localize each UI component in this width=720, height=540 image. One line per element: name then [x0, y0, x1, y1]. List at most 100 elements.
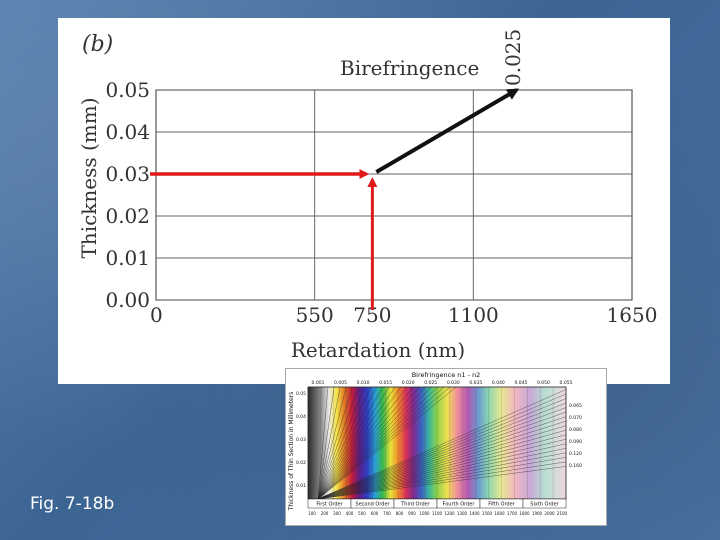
y-tick-label: 0.01	[105, 246, 150, 270]
inset-left-tick-label: 0.01	[296, 483, 306, 489]
birefringence-line	[317, 386, 432, 500]
y-axis-label: Thickness (mm)	[77, 97, 101, 258]
inset-top-tick-label: 0.050	[537, 380, 550, 386]
inset-order-label: Second Order	[355, 502, 390, 508]
inset-y-axis-label: Thickness of Thin Section in Millimeters	[288, 392, 295, 512]
inset-top-tick-label: 0.010	[357, 380, 370, 386]
tick-labels: 0.000.010.020.030.040.050 550 750 1100 1650	[105, 78, 657, 327]
birefringence-line	[317, 386, 426, 500]
inset-right-tick-label: 0.065	[569, 403, 582, 409]
birefringence-line	[317, 386, 341, 500]
inset-top-tick-label: 0.015	[379, 380, 392, 386]
inset-title: Birefringence n1 - n2	[412, 371, 481, 379]
birefringence-line	[317, 386, 384, 500]
birefringence-line	[317, 386, 378, 500]
inset-left-tick-label: 0.03	[296, 437, 306, 443]
birefringence-line	[317, 461, 567, 500]
plot-frame	[155, 89, 633, 301]
birefringence-line	[317, 407, 567, 500]
x-tick-label: 0	[150, 303, 163, 327]
inset-top-tick-label: 0.055	[560, 380, 573, 386]
birefringence-line	[317, 425, 567, 500]
inset-right-tick-label: 0.080	[569, 427, 582, 433]
inset-bottom-tick-label: 100	[308, 511, 316, 516]
birefringence-line	[317, 402, 567, 500]
x-tick-label: 550	[296, 303, 334, 327]
y-tick-label: 0.04	[105, 120, 150, 144]
birefringence-line	[317, 434, 567, 500]
y-tick-label: 0.02	[105, 204, 150, 228]
inset-bottom-tick-label: 1500	[482, 511, 493, 516]
birefringence-line	[317, 439, 567, 500]
inset-order-cell	[522, 498, 567, 509]
inset-top-tick-label: 0.005	[334, 380, 347, 386]
inset-bottom-tick-label: 800	[396, 511, 404, 516]
y-tick-label: 0.03	[105, 162, 150, 186]
birefringence-line	[317, 386, 329, 500]
x-axis-label: Retardation (nm)	[291, 338, 465, 362]
inset-bottom-tick-label: 400	[346, 511, 354, 516]
main-figure-panel: 0.00 0.01 0.02 0.03 0.04 0.05 0 550 750 1100 1650 …	[58, 18, 670, 384]
inset-bottom-tick-label: 1200	[444, 511, 455, 516]
inset-top-tick-label: 0.020	[402, 380, 415, 386]
inset-order-label: Fifth Order	[488, 502, 515, 508]
birefringence-line	[317, 416, 567, 500]
inset-right-tick-label: 0.090	[569, 439, 582, 445]
birefringence-line	[317, 386, 457, 500]
y-tick-label: 0.05	[105, 78, 150, 102]
inset-bottom-tick-label: 1100	[432, 511, 443, 516]
inset-bottom-tick-label: 1400	[469, 511, 480, 516]
birefringence-line	[317, 386, 438, 500]
inset-top-tick-label: 0.040	[492, 380, 505, 386]
x-tick-label: 1650	[607, 303, 658, 327]
michel-levy-chart: Birefringence n1 - n2 Thickness of Thin …	[288, 371, 582, 516]
inset-top-tick-label: 0.030	[447, 380, 460, 386]
inset-right-tick-label: 0.120	[569, 451, 582, 457]
birefringence-line	[317, 457, 567, 500]
birefringence-line	[317, 386, 359, 500]
birefringence-line	[317, 386, 420, 500]
inset-bottom-tick-label: 300	[333, 511, 341, 516]
birefringence-line	[317, 386, 371, 500]
inset-order-label: Sixth Order	[530, 502, 559, 508]
birefringence-line	[317, 398, 567, 500]
birefringence-line	[317, 448, 567, 500]
birefringence-line	[317, 466, 567, 500]
birefringence-line	[317, 443, 567, 500]
thickness-retardation-chart: 0.000.010.020.030.040.050 550 750 1100 1650 …	[77, 29, 657, 362]
birefringence-black-arrow	[375, 88, 520, 174]
birefringence-line	[317, 386, 347, 500]
inset-bottom-tick-label: 1700	[507, 511, 518, 516]
inset-left-tick-label: 0.04	[296, 414, 306, 420]
inset-bottom-tick-label: 900	[408, 511, 416, 516]
birefringence-line	[317, 386, 451, 500]
inset-top-tick-label: 0.035	[469, 380, 482, 386]
inset-bottom-tick-label: 1900	[532, 511, 543, 516]
inset-bottom-tick-label: 2000	[544, 511, 555, 516]
birefringence-line	[317, 386, 445, 500]
birefringence-line	[317, 386, 390, 500]
panel-label: (b)	[82, 32, 113, 57]
inset-order-label: First Order	[316, 502, 343, 508]
inset-bottom-tick-label: 1300	[457, 511, 468, 516]
inset-marks: 0.001 0.005 0.010 0.015 0.020 0.025 0.030 0.035…	[296, 380, 582, 516]
chart-marks	[150, 88, 520, 310]
inset-top-tick-label: 0.025	[424, 380, 437, 386]
birefringence-line	[317, 386, 408, 500]
figure-caption: Fig. 7-18b	[30, 494, 115, 514]
inset-bottom-tick-label: 1600	[494, 511, 505, 516]
inset-bottom-tick-label: 2100	[557, 511, 568, 516]
birefringence-line	[317, 429, 567, 500]
inset-order-label: Fourth Order	[443, 502, 476, 508]
interference-color-chart-inset: Birefringence n1 - n2 Thickness of Thin …	[285, 368, 607, 526]
inset-left-tick-label: 0.05	[296, 391, 306, 397]
birefringence-line	[317, 389, 567, 500]
birefringence-value-label: 0.025	[501, 29, 525, 86]
birefringence-line	[317, 386, 396, 500]
inset-left-tick-label: 0.02	[296, 460, 306, 466]
birefringence-line	[317, 452, 567, 500]
inset-order-label: Third Order	[400, 502, 430, 508]
inset-bottom-tick-label: 200	[321, 511, 329, 516]
birefringence-line	[317, 393, 567, 500]
y-tick-label: 0.00	[105, 288, 150, 312]
